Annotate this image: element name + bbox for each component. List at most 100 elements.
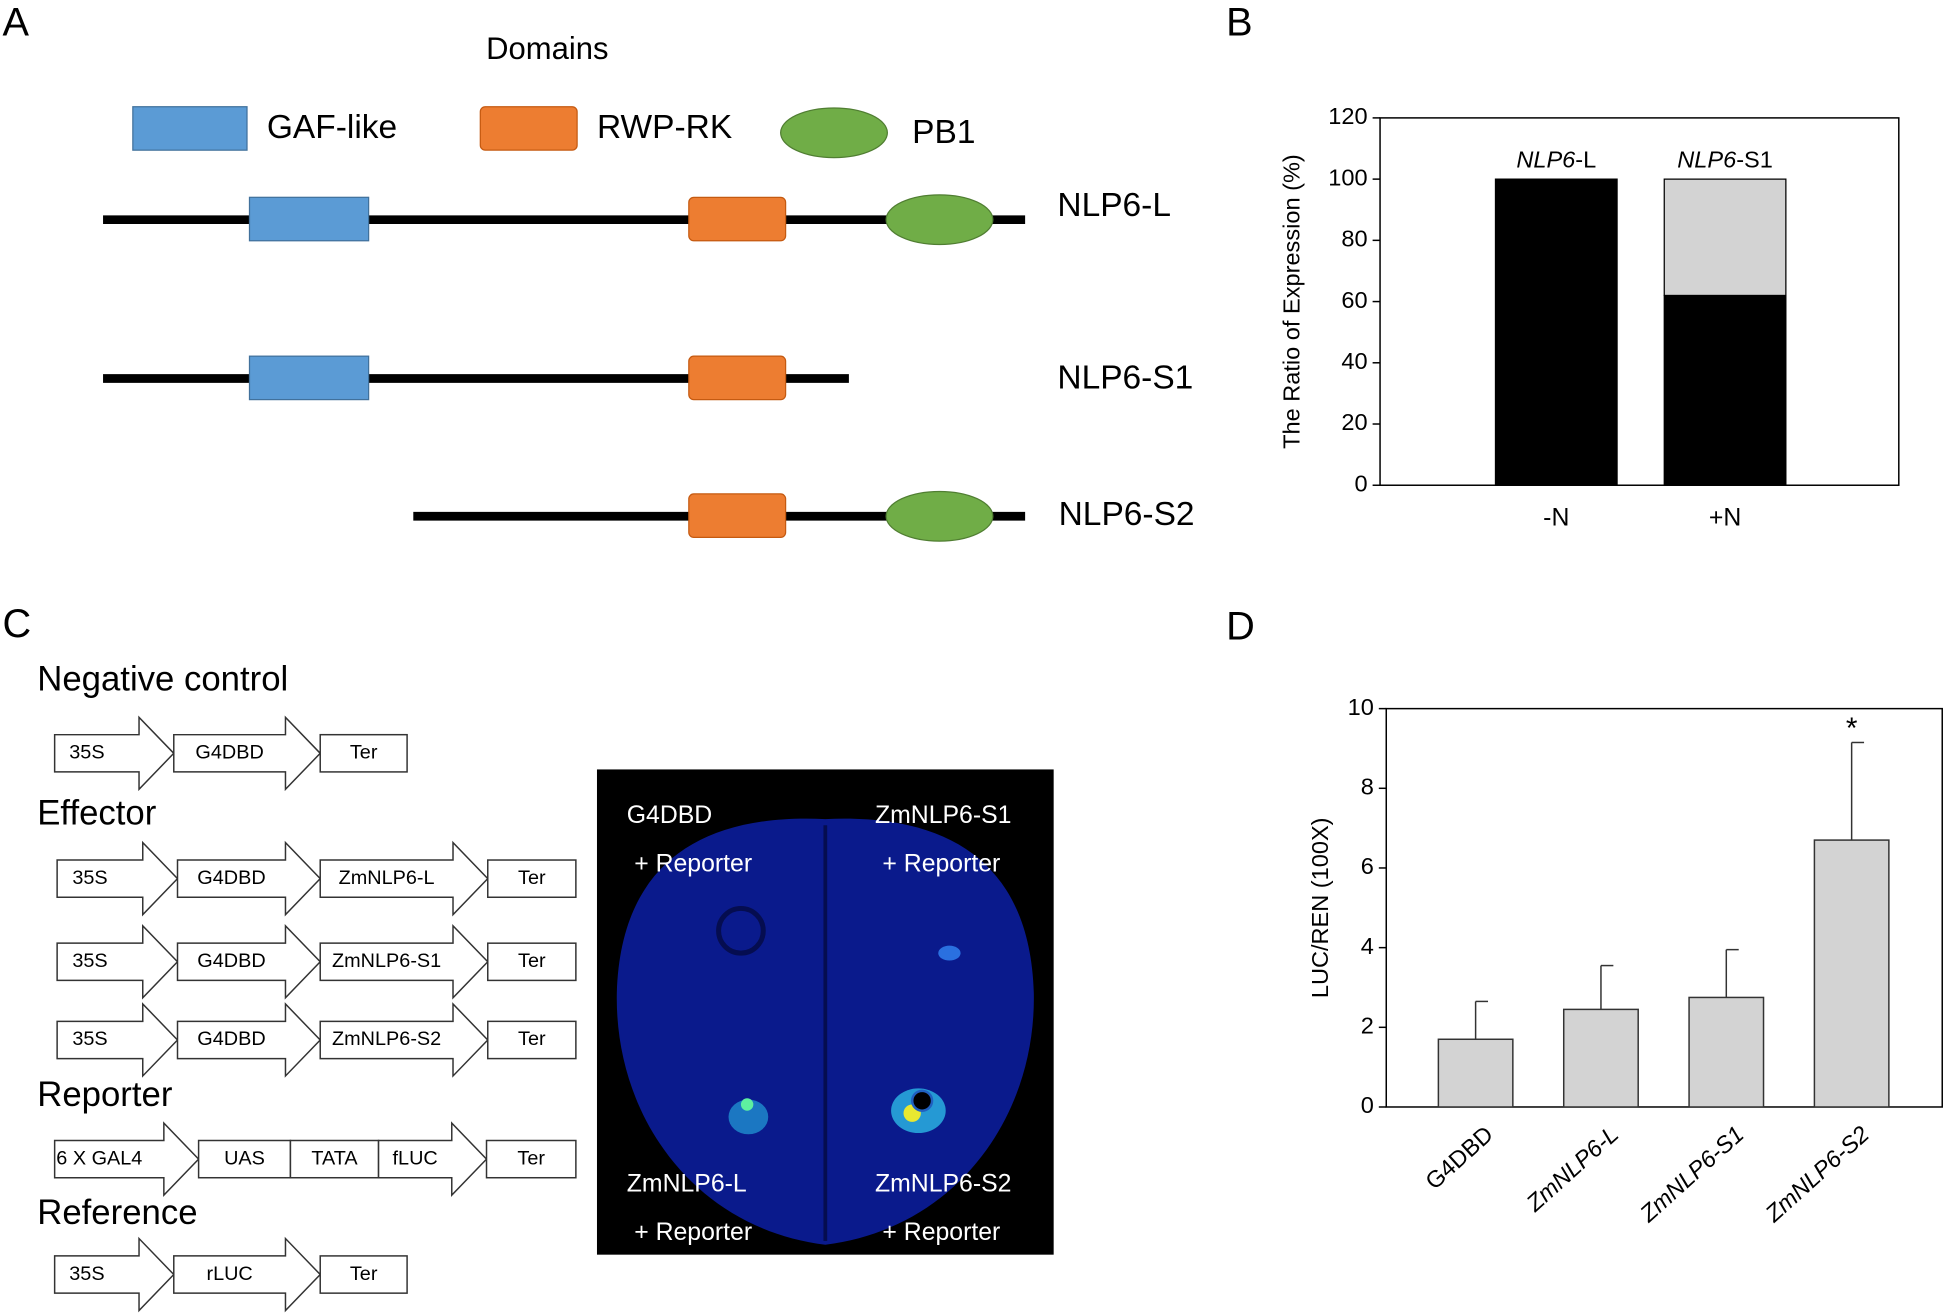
significance-marker: * — [1846, 712, 1858, 745]
construct-box — [197, 1139, 292, 1179]
legend-title: Domains — [486, 31, 608, 66]
construct-element: G4DBD — [197, 950, 265, 972]
x-tick-label: +N — [1709, 504, 1741, 531]
construct-arrow — [53, 1236, 175, 1313]
construct-element: G4DBD — [195, 742, 263, 764]
construct-box — [289, 1139, 380, 1179]
bar-segment — [1494, 178, 1618, 486]
gaf-domain — [248, 355, 370, 401]
construct-arrow — [56, 1002, 179, 1078]
x-tick-label: G4DBD — [1420, 1121, 1498, 1195]
construct-element: Ter — [518, 950, 546, 972]
construct-arrow — [319, 1002, 489, 1078]
panel-label: D — [1226, 605, 1255, 649]
plot-frame — [1379, 117, 1900, 486]
construct-arrow — [319, 840, 489, 917]
bar-segment — [1663, 178, 1787, 297]
construct-element: 35S — [72, 1028, 107, 1050]
gaf-domain — [248, 196, 370, 242]
construct-arrow — [53, 1121, 200, 1197]
y-tick-label: 6 — [1361, 853, 1374, 879]
construct-box — [319, 733, 408, 773]
construct-arrow — [56, 840, 179, 917]
construct-arrow — [53, 715, 175, 792]
rwp-domain — [688, 493, 787, 538]
bar — [1813, 839, 1890, 1108]
construct-arrow — [176, 1002, 322, 1078]
y-tick-label: 20 — [1341, 409, 1367, 435]
y-tick-label: 60 — [1341, 287, 1367, 313]
bar — [1437, 1038, 1514, 1108]
x-tick-label: ZmNLP6-S1 — [1634, 1121, 1748, 1228]
pb1-domain — [885, 490, 994, 542]
leaf-label: ZmNLP6-S2 — [875, 1171, 1012, 1198]
leaf-spot — [910, 1089, 934, 1112]
y-tick-label: 10 — [1348, 694, 1374, 720]
construct-element: 35S — [69, 1263, 104, 1285]
leaf-label: + Reporter — [882, 851, 1000, 878]
leaf-label: + Reporter — [882, 1219, 1000, 1246]
y-axis-label: LUC/REN (100X) — [1307, 817, 1333, 998]
construct-arrow — [176, 840, 322, 917]
construct-element: Ter — [350, 742, 378, 764]
y-tick-label: 40 — [1341, 348, 1367, 374]
construct-section-title: Negative control — [37, 660, 288, 698]
construct-box — [487, 942, 577, 982]
construct-section-title: Reference — [37, 1194, 197, 1232]
legend-swatch — [132, 106, 248, 151]
construct-arrow — [173, 1236, 322, 1313]
panel-label: C — [3, 602, 32, 646]
legend-label: PB1 — [912, 114, 975, 151]
rwp-domain — [688, 196, 787, 242]
construct-element: G4DBD — [197, 867, 265, 889]
leaf-label: + Reporter — [634, 1219, 752, 1246]
pb1-domain — [885, 194, 994, 246]
construct-element: ZmNLP6-S2 — [332, 1028, 441, 1050]
y-tick-label: 100 — [1328, 164, 1367, 190]
x-tick-label: ZmNLP6-L — [1521, 1121, 1624, 1217]
construct-box — [485, 1139, 577, 1179]
y-tick-label: 120 — [1328, 103, 1367, 129]
construct-element: G4DBD — [197, 1028, 265, 1050]
construct-element: UAS — [224, 1147, 265, 1169]
construct-element: 35S — [72, 950, 107, 972]
leaf-label: + Reporter — [634, 851, 752, 878]
y-axis-label: The Ratio of Expression (%) — [1278, 154, 1304, 449]
segment-label: NLP6-L — [1516, 147, 1596, 173]
construct-arrow — [173, 715, 322, 792]
construct-element: ZmNLP6-L — [339, 867, 435, 889]
y-tick-label: 8 — [1361, 774, 1374, 800]
construct-arrow — [377, 1121, 488, 1197]
x-tick-label: -N — [1543, 504, 1569, 531]
plot-frame — [1385, 707, 1943, 1108]
construct-element: Ter — [350, 1263, 378, 1285]
legend-label: RWP-RK — [597, 109, 732, 146]
leaf-spot — [716, 905, 766, 956]
leaf-signal — [740, 1098, 754, 1111]
y-tick-label: 2 — [1361, 1013, 1374, 1039]
construct-section-title: Effector — [37, 795, 156, 833]
construct-element: Ter — [517, 1147, 545, 1169]
legend-swatch — [780, 107, 888, 159]
isoform-label: NLP6-L — [1057, 187, 1171, 224]
x-tick-label: ZmNLP6-S2 — [1760, 1121, 1874, 1228]
construct-element: Ter — [518, 1028, 546, 1050]
construct-element: rLUC — [206, 1263, 252, 1285]
construct-element: TATA — [311, 1147, 358, 1169]
bar — [1688, 996, 1765, 1108]
construct-element: Ter — [518, 867, 546, 889]
construct-box — [487, 859, 577, 899]
bar-segment — [1663, 294, 1787, 486]
construct-element: 6 X GAL4 — [56, 1147, 142, 1169]
panel-label: B — [1226, 0, 1252, 44]
y-tick-label: 80 — [1341, 226, 1367, 252]
construct-element: ZmNLP6-S1 — [332, 950, 441, 972]
y-tick-label: 0 — [1361, 1092, 1374, 1118]
legend-swatch — [479, 106, 578, 151]
panel-label: A — [3, 0, 30, 44]
construct-arrow — [56, 923, 179, 1000]
isoform-label: NLP6-S2 — [1059, 496, 1195, 533]
leaf-label: ZmNLP6-S1 — [875, 802, 1012, 829]
